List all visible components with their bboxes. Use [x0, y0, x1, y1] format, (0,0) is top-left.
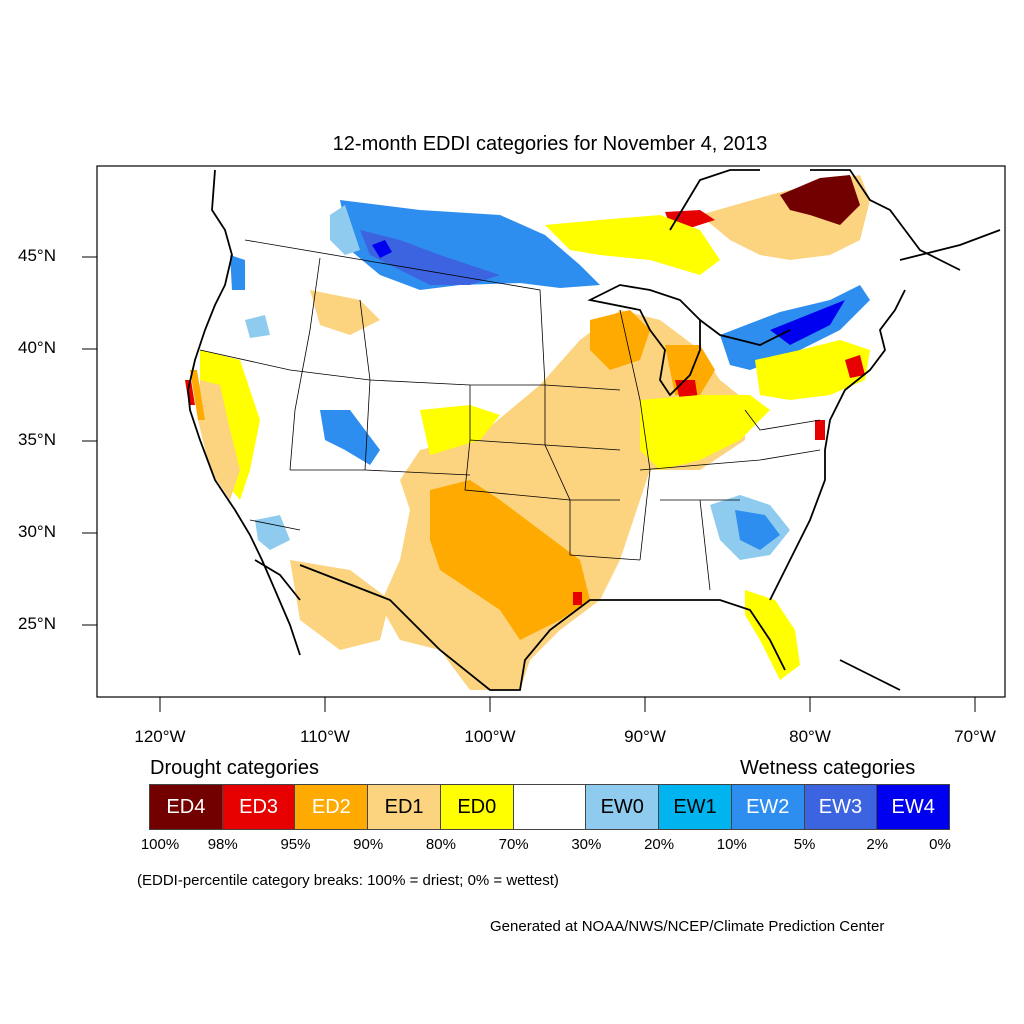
drought-ed0-northeast [755, 340, 870, 400]
coastlines [187, 169, 1001, 691]
drought-ed2-texas [430, 480, 590, 640]
drought-ed1-northern [310, 290, 380, 335]
drought-ed0-east [640, 395, 770, 470]
lon-label-120: 120°W [134, 727, 186, 746]
drought-ed3-coast [185, 380, 195, 405]
wetness-heading: Wetness categories [740, 757, 916, 779]
drought-ed0-florida [745, 590, 800, 680]
legend-break: 30% [571, 836, 602, 853]
state-boundaries [199, 239, 821, 591]
legend-break: 98% [207, 836, 238, 853]
drought-ed1-sw [290, 560, 390, 650]
wet-region-idaho [245, 315, 270, 338]
lat-label-45: 45°N [18, 246, 56, 265]
legend-cell-ed0: ED0 [439, 784, 514, 830]
lat-label-25: 25°N [18, 614, 56, 633]
legend-cell-neutral [512, 784, 587, 830]
wet-region-canada-light [330, 205, 360, 255]
legend-cell-ew4: EW4 [876, 784, 951, 830]
legend-cell-ew2: EW2 [730, 784, 805, 830]
lon-label-70: 70°W [954, 727, 996, 746]
drought-ed2-michigan [590, 310, 650, 370]
legend-cell-ed3: ED3 [221, 784, 296, 830]
legend-break: 70% [498, 836, 529, 853]
drought-ed1-westcoast [198, 380, 240, 500]
drought-ed3-nj [845, 355, 865, 378]
legend-cell-ew1: EW1 [658, 784, 732, 830]
dry-region-canada-yellow [545, 215, 720, 275]
wet-region-canada-core [360, 230, 500, 285]
legend-break: 80% [425, 836, 456, 853]
wet-region-canada-extreme [372, 240, 392, 258]
category-legend: ED4 ED3 ED2 ED1 ED0 EW0 EW1 EW2 EW3 EW4 [149, 784, 951, 830]
lon-label-100: 100°W [464, 727, 516, 746]
lon-label-110: 110°W [300, 727, 350, 746]
lat-label-40: 40°N [18, 338, 56, 357]
lon-label-80: 80°W [789, 727, 831, 746]
legend-break: 5% [793, 836, 816, 853]
legend-break: 20% [644, 836, 675, 853]
legend-break: 0% [929, 836, 951, 853]
dry-region-quebec-extreme [780, 175, 860, 225]
map-title: 12-month EDDI categories for November 4,… [332, 133, 768, 155]
legend-cell-ed2: ED2 [294, 784, 369, 830]
legend-break: 2% [866, 836, 889, 853]
legend-cell-ew0: EW0 [585, 784, 660, 830]
drought-heading: Drought categories [150, 757, 319, 779]
legend-break: 90% [353, 836, 384, 853]
legend-note: (EDDI-percentile category breaks: 100% =… [137, 872, 559, 889]
legend-break: 95% [280, 836, 311, 853]
lat-label-35: 35°N [18, 430, 56, 449]
credit-text: Generated at NOAA/NWS/NCEP/Climate Predi… [490, 918, 885, 935]
wet-region-canada-east-core [770, 300, 845, 345]
legend-cell-ed1: ED1 [367, 784, 441, 830]
map-frame [96, 165, 1006, 698]
drought-ed3-louisiana [573, 592, 582, 605]
lon-label-90: 90°W [624, 727, 666, 746]
wet-region-southeast-core [735, 510, 780, 550]
legend-cell-ed4: ED4 [149, 784, 223, 830]
legend-cell-ew3: EW3 [803, 784, 878, 830]
drought-ed3-delmarva [815, 420, 825, 440]
lat-label-30: 30°N [18, 522, 56, 541]
drought-ed2-coast [190, 370, 205, 420]
wet-region-arizona [255, 515, 290, 550]
legend-break: 10% [716, 836, 747, 853]
drought-ed0-colorado [420, 405, 500, 455]
wet-region-wa [230, 255, 245, 290]
wet-region-utah [320, 410, 380, 465]
legend-break: 100% [140, 836, 180, 853]
